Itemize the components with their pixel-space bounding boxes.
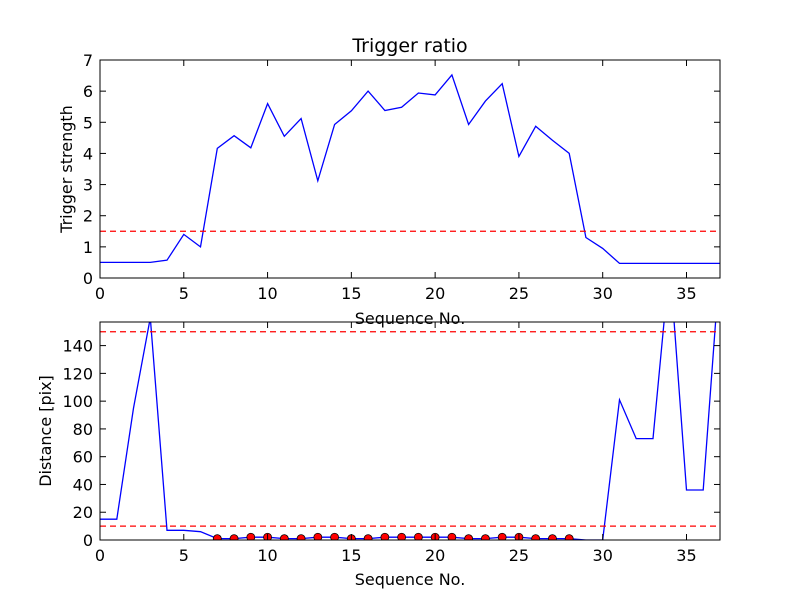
x-tick-label: 15 (341, 284, 361, 303)
x-tick-label: 0 (95, 546, 105, 565)
data-point (212, 534, 222, 540)
data-point (497, 532, 507, 540)
x-tick-label: 25 (509, 546, 529, 565)
y-tick-label: 2 (83, 207, 93, 226)
data-point (380, 532, 390, 540)
y-tick-label: 40 (73, 475, 93, 494)
data-point (246, 532, 256, 540)
data-point (564, 534, 574, 540)
x-tick-label: 30 (593, 546, 613, 565)
series-line (100, 322, 717, 540)
x-tick-label: 25 (509, 284, 529, 303)
y-tick-label: 0 (83, 531, 93, 550)
x-tick-label: 5 (179, 284, 189, 303)
y-tick-label: 60 (73, 448, 93, 467)
y-tick-label: 20 (73, 503, 93, 522)
y-tick-label: 1 (83, 238, 93, 257)
x-tick-label: 10 (257, 284, 277, 303)
y-tick-label: 4 (83, 144, 93, 163)
y-tick-label: 7 (83, 51, 93, 70)
x-tick-label: 35 (676, 546, 696, 565)
x-axis-label: Sequence No. (355, 309, 466, 328)
data-point (481, 534, 490, 540)
data-point (279, 534, 289, 540)
data-point (296, 534, 306, 540)
data-point (413, 532, 423, 540)
y-axis-label: Trigger strength (57, 105, 76, 234)
y-tick-label: 5 (83, 113, 93, 132)
data-point (363, 534, 373, 540)
x-tick-label: 15 (341, 546, 361, 565)
plot-frame (99, 321, 721, 541)
data-point (397, 532, 407, 540)
x-tick-label: 5 (179, 546, 189, 565)
distance-plot: Distance [pix] Sequence No. 0 5 10 15 20 25 30… (36, 321, 721, 589)
series-line (100, 73, 720, 265)
chart-title: Trigger ratio (351, 35, 467, 57)
y-tick-label: 6 (83, 82, 93, 101)
data-point (313, 532, 323, 540)
x-tick-label: 10 (257, 546, 277, 565)
y-tick-label: 0 (83, 269, 93, 288)
data-point (548, 534, 557, 540)
data-point (330, 532, 339, 540)
plot-area (100, 73, 720, 265)
x-tick-label: 30 (593, 284, 613, 303)
y-tick-label: 100 (62, 392, 93, 411)
data-point (464, 534, 474, 540)
trigger-ratio-plot: Trigger ratio Trigger strength Sequence … (57, 35, 721, 328)
x-tick-label: 20 (425, 284, 445, 303)
y-axis-label: Distance [pix] (36, 375, 55, 487)
y-tick-label: 3 (83, 176, 93, 195)
y-tick-label: 80 (73, 420, 93, 439)
x-axis-label: Sequence No. (355, 570, 466, 589)
x-tick-label: 20 (425, 546, 445, 565)
y-tick-label: 120 (62, 364, 93, 383)
x-tick-label: 0 (95, 284, 105, 303)
data-point (531, 534, 541, 540)
x-tick-label: 35 (676, 284, 696, 303)
plot-area (100, 322, 720, 540)
data-point (229, 534, 239, 540)
y-tick-label: 140 (62, 337, 93, 356)
plot-frame (99, 59, 721, 279)
data-point (447, 532, 457, 540)
